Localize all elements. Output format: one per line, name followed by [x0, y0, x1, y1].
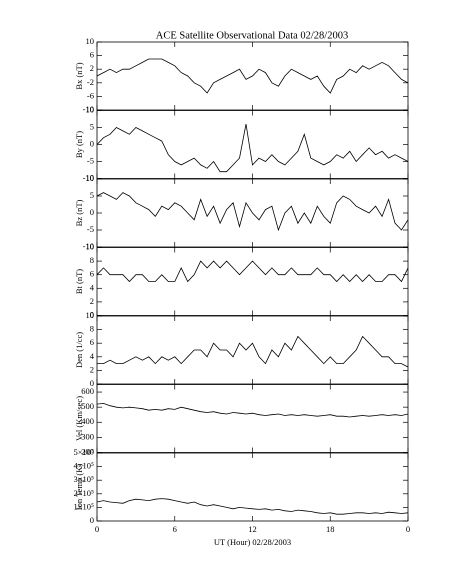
panel-frame	[96, 452, 409, 522]
y-tick-label: 4	[90, 351, 95, 361]
x-axis-label: UT (Hour) 02/28/2003	[214, 537, 291, 547]
y-tick-label: 2	[90, 364, 94, 374]
y-tick-label: -10	[83, 241, 94, 251]
y-tick-label: 8	[90, 255, 94, 265]
data-line	[96, 58, 409, 94]
y-tick-label: 0	[90, 138, 94, 148]
y-tick-label: 0	[90, 309, 94, 319]
y-tick-label: -5	[87, 224, 94, 234]
data-line	[96, 192, 409, 232]
y-axis-label: Vel (Km/sec)	[74, 396, 84, 441]
y-tick-label: 0	[90, 207, 94, 217]
y-tick-label: 10	[86, 310, 95, 320]
y-tick-label: 3×10⁵	[73, 474, 94, 484]
y-tick-label: 5×10⁵	[73, 447, 94, 457]
y-axis-label: Bt (nT)	[74, 269, 84, 294]
y-tick-label: 5	[90, 121, 94, 131]
y-tick-label: 10	[86, 104, 95, 114]
y-tick-label: 5	[90, 190, 94, 200]
y-tick-label: -6	[87, 90, 94, 100]
y-tick-label: 2	[90, 296, 94, 306]
y-tick-label: -2	[87, 77, 94, 87]
y-tick-label: 400	[81, 416, 94, 426]
y-tick-label: 500	[81, 401, 94, 411]
y-tick-label: 0	[90, 515, 94, 525]
chart-title: ACE Satellite Observational Data 02/28/2…	[156, 30, 348, 41]
data-line	[96, 124, 409, 173]
y-tick-label: 300	[81, 431, 94, 441]
x-tick-label: 18	[326, 524, 335, 534]
y-tick-label: 4×10⁵	[73, 461, 94, 471]
y-tick-label: 2×10⁵	[73, 488, 94, 498]
y-tick-label: 10	[86, 241, 95, 251]
y-axis-label: Ion Temp (K)	[74, 464, 84, 511]
y-axis-label: Den (1/cc)	[74, 332, 84, 368]
y-tick-label: -10	[83, 104, 94, 114]
panel-frame	[96, 247, 409, 316]
x-tick-label: 0	[95, 524, 99, 534]
y-tick-label: 6	[90, 269, 94, 279]
y-tick-label: -5	[87, 155, 94, 165]
data-line	[97, 335, 409, 368]
data-line	[96, 260, 409, 283]
y-tick-label: 2	[90, 63, 94, 73]
panel-frame	[96, 315, 409, 385]
y-tick-label: 10	[86, 36, 95, 46]
y-tick-label: 6	[90, 50, 94, 60]
y-axis-label: Bz (nT)	[74, 199, 84, 226]
y-axis-label: Bx (nT)	[74, 62, 84, 89]
y-tick-label: 200	[81, 446, 94, 456]
panel-frame	[96, 384, 409, 453]
y-tick-label: 1×10⁵	[73, 501, 94, 511]
y-tick-label: -10	[83, 172, 94, 182]
y-tick-label: 10	[86, 173, 95, 183]
panel-frame	[96, 110, 409, 179]
y-axis-label: By (nT)	[74, 131, 84, 158]
y-tick-label: 600	[81, 386, 94, 396]
data-line	[96, 498, 409, 515]
data-line	[96, 402, 409, 418]
y-tick-label: 4	[90, 282, 95, 292]
y-tick-label: 6	[90, 337, 94, 347]
y-tick-label: 0	[90, 378, 94, 388]
y-tick-label: 8	[90, 324, 94, 334]
x-tick-label: 6	[173, 524, 177, 534]
x-tick-label: 12	[248, 524, 257, 534]
x-tick-label: 0	[406, 524, 410, 534]
